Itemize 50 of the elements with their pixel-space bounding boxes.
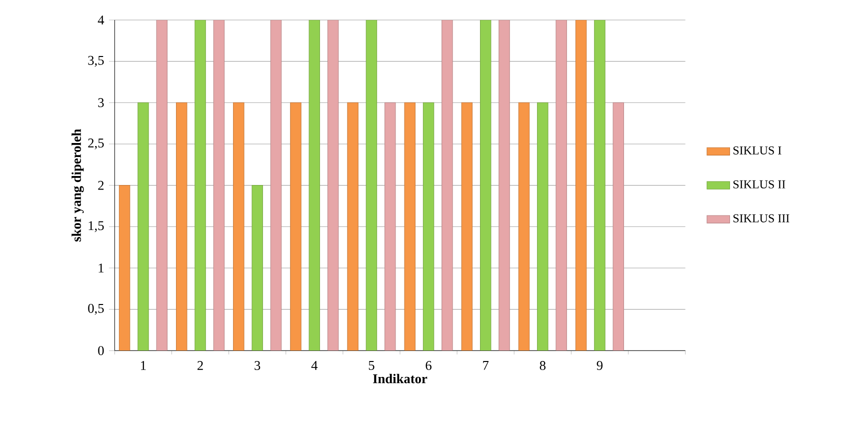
bar	[213, 20, 225, 351]
x-tick-label: 8	[540, 361, 546, 370]
bar	[252, 185, 263, 351]
legend-label: SIKLUS III	[733, 214, 790, 222]
bar	[347, 102, 358, 351]
bar	[575, 20, 587, 351]
bar	[556, 20, 567, 351]
x-axis-title: Indikator	[373, 374, 428, 384]
bar	[327, 20, 339, 351]
bar	[194, 20, 206, 351]
x-tick-label: 3	[254, 361, 260, 370]
bar	[384, 102, 396, 351]
x-tick-label: 4	[311, 361, 318, 370]
bar	[118, 185, 130, 351]
x-tick-label: 2	[198, 361, 203, 370]
bar	[442, 20, 453, 351]
bar	[498, 20, 510, 351]
y-tick-label: 1	[98, 264, 104, 272]
bar	[404, 102, 416, 351]
bar	[612, 102, 624, 351]
bar	[537, 102, 548, 351]
bar	[480, 20, 492, 351]
x-tick-label: 9	[596, 361, 603, 370]
y-tick-label: 0	[98, 346, 104, 356]
bar	[233, 102, 244, 351]
bar	[422, 102, 434, 351]
legend-label: SIKLUS II	[733, 180, 786, 188]
x-tick-label: 6	[426, 361, 432, 370]
y-tick-label: 3,5	[88, 56, 104, 67]
y-axis-title: skor yang diperoleh	[72, 128, 84, 242]
bar	[518, 102, 530, 351]
y-tick-label: 0,5	[88, 304, 104, 315]
y-tick-label: 4	[98, 16, 104, 24]
legend-label: SIKLUS I	[733, 146, 782, 154]
bar	[156, 20, 168, 351]
bar	[366, 20, 378, 351]
x-tick-label: 5	[368, 361, 374, 370]
bar	[138, 102, 149, 351]
bar	[290, 102, 302, 351]
y-tick-label: 2	[98, 180, 104, 190]
bar	[594, 20, 606, 351]
bar	[270, 20, 282, 351]
x-tick-label: 1	[141, 361, 146, 370]
bar	[461, 102, 473, 351]
bar	[176, 102, 188, 351]
y-tick-label: 3	[98, 98, 104, 108]
bar	[308, 20, 320, 351]
y-tick-label: 2,5	[88, 138, 104, 150]
y-tick-label: 1,5	[88, 221, 104, 232]
x-tick-label: 7	[483, 361, 489, 370]
